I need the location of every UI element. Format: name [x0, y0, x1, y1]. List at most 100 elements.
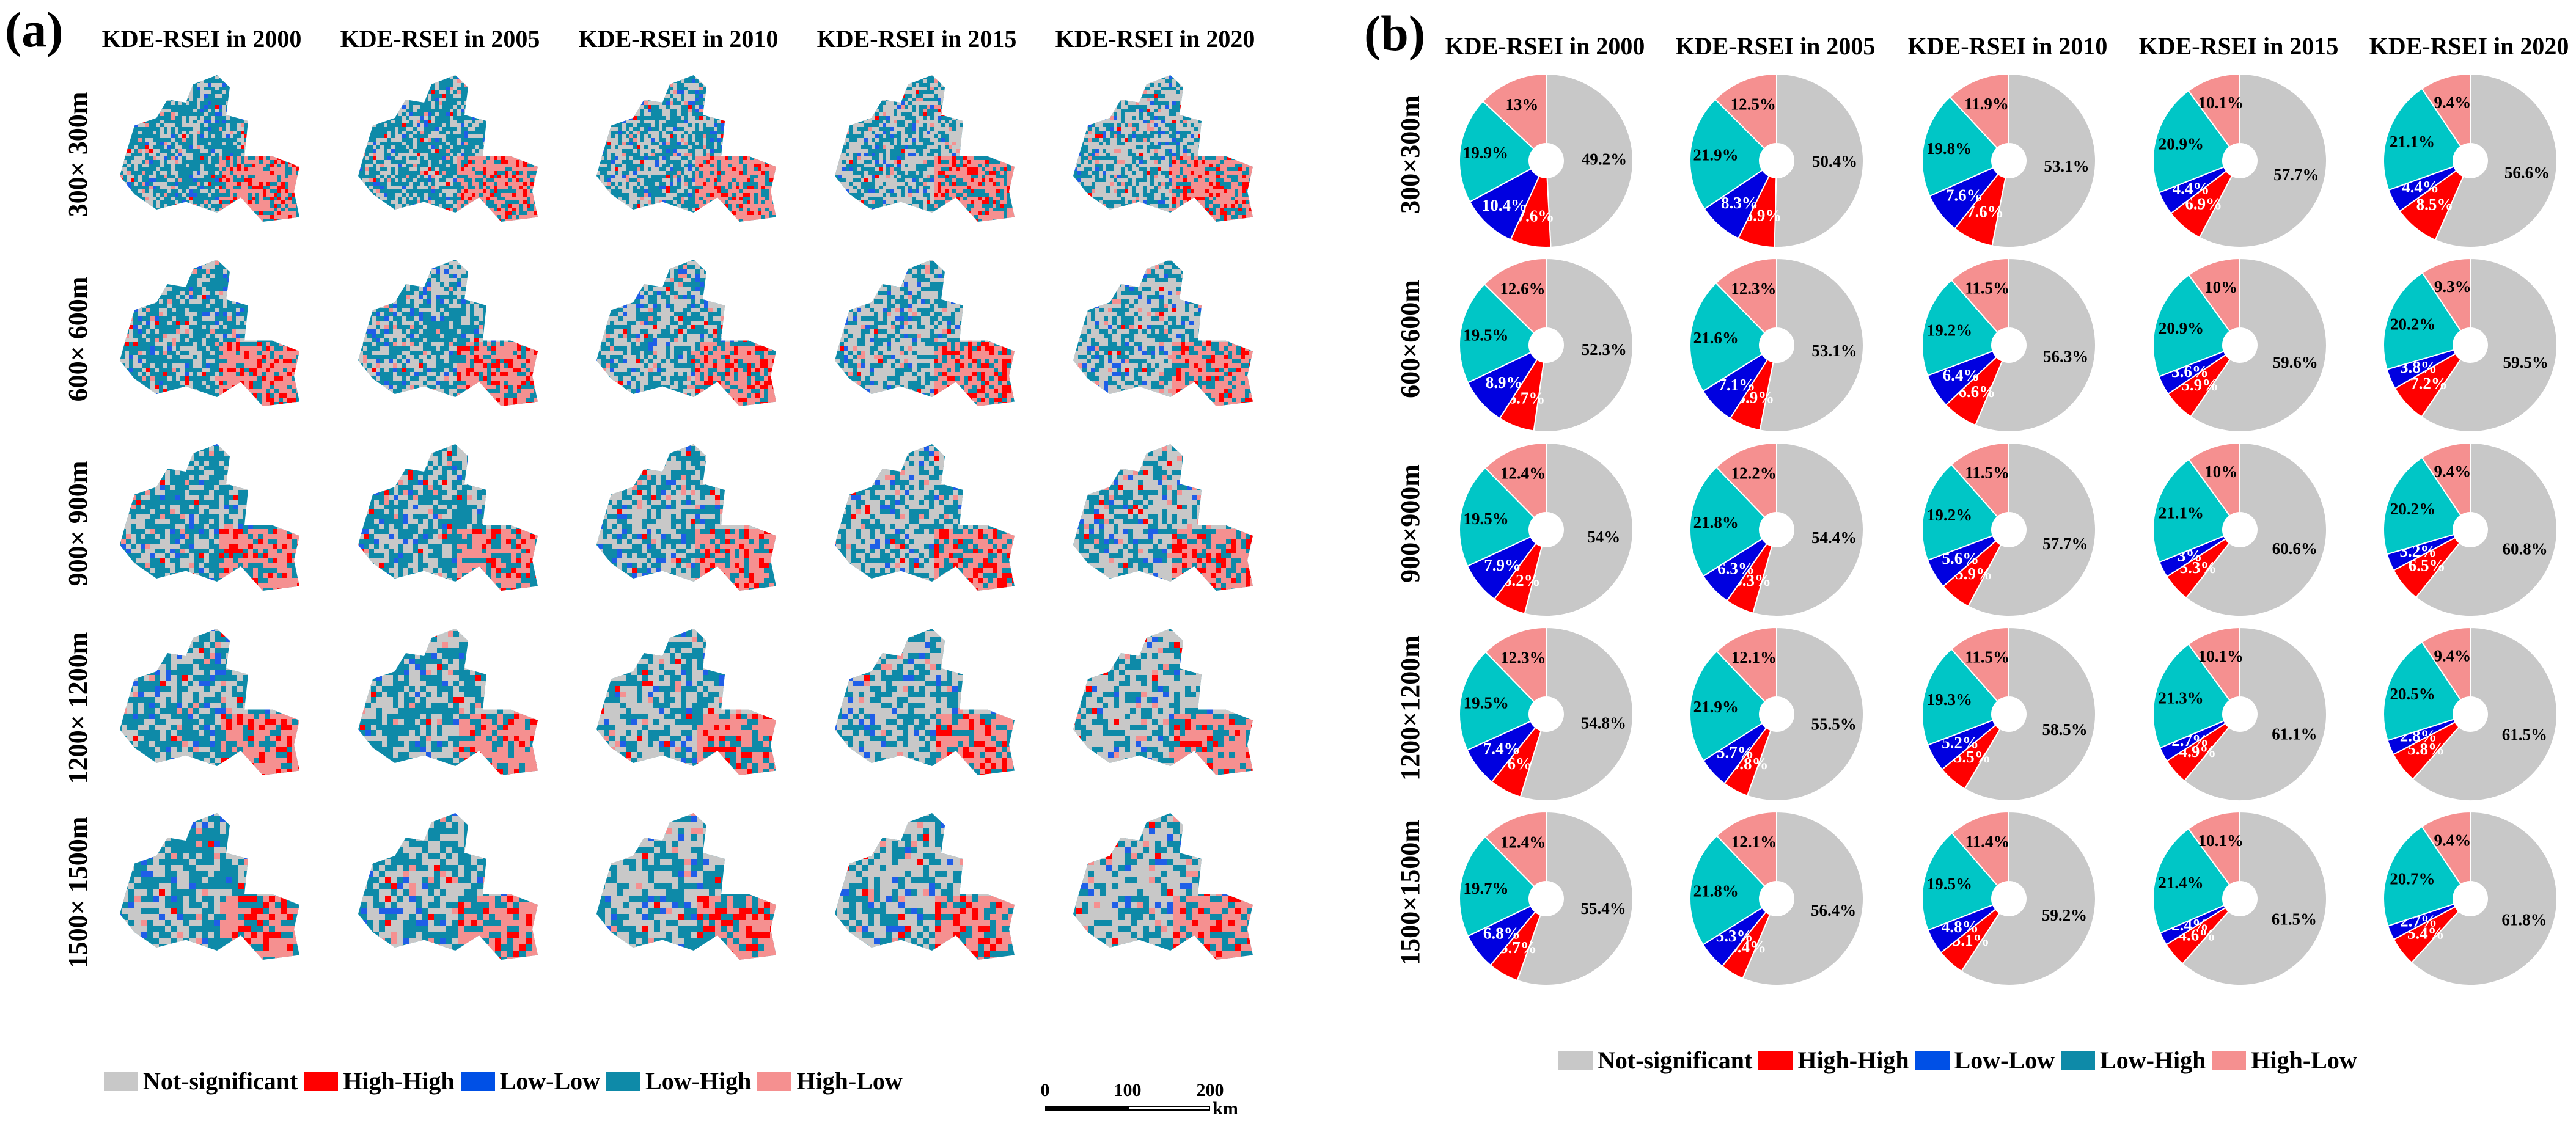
legend-a-label-2: Low-Low: [499, 1067, 601, 1095]
slice-label-high-low: 10.1%: [2198, 93, 2244, 112]
donut-600×600m-2010: 56.3%6.6%6.4%19.2%11.5%: [1921, 257, 2096, 433]
slice-label-not-significant: 61.5%: [2272, 910, 2317, 929]
scale-bar-black: [1045, 1106, 1128, 1111]
slice-label-low-high: 21.8%: [1693, 513, 1739, 531]
slice-label-high-low: 9.3%: [2434, 277, 2471, 296]
slice-label-low-high: 19.3%: [1927, 690, 1972, 709]
donut-300×300m-2005: 50.4%6.9%8.3%21.9%12.5%: [1689, 73, 1864, 248]
slice-label-not-significant: 49.2%: [1582, 150, 1627, 168]
donut-900×900m-2000: 54%6.2%7.9%19.5%12.4%: [1459, 442, 1634, 617]
slice-label-high-low: 12.4%: [1500, 833, 1546, 851]
slice-label-low-high: 20.2%: [2390, 315, 2435, 334]
slice-label-not-significant: 59.6%: [2273, 353, 2318, 371]
legend-a-label-4: High-Low: [796, 1067, 903, 1095]
donut-1200×1200m-2015: 61.1%4.9%2.7%21.3%10.1%: [2152, 626, 2327, 801]
slice-label-low-high: 21.8%: [1693, 882, 1739, 900]
slice-label-low-high: 21.9%: [1693, 145, 1738, 164]
legend-a-label-0: Not-significant: [143, 1067, 298, 1095]
slice-label-high-low: 11.5%: [1965, 463, 2009, 481]
donut-900×900m-2020: 60.8%6.5%3.2%20.2%9.4%: [2383, 442, 2558, 617]
donut-900×900m-2015: 60.6%5.3%3%21.1%10%: [2152, 442, 2327, 617]
donut-1500×1500m-2010: 59.2%5.1%4.8%19.5%11.4%: [1921, 811, 2096, 986]
slice-label-high-low: 12.3%: [1731, 279, 1776, 298]
legend-b-item-4: High-Low: [2212, 1046, 2357, 1075]
slice-label-high-low: 9.4%: [2434, 831, 2471, 849]
slice-label-high-low: 12.6%: [1500, 280, 1545, 298]
slice-label-high-low: 12.3%: [1500, 648, 1546, 666]
slice-label-high-low: 13%: [1505, 95, 1538, 114]
legend-a-label-1: High-High: [343, 1067, 455, 1095]
scale-bar-white: [1128, 1106, 1210, 1111]
slice-label-low-high: 19.7%: [1463, 879, 1508, 897]
scale-unit: km: [1213, 1098, 1238, 1119]
legend-b-item-0: Not-significant: [1558, 1046, 1752, 1075]
slice-label-low-high: 19.5%: [1463, 326, 1508, 344]
scale-bar: 0 100 200 km: [1039, 1081, 1259, 1118]
slice-label-low-high: 21.1%: [2159, 503, 2204, 522]
donut-300×300m-2000: 49.2%7.6%10.4%19.9%13%: [1459, 73, 1634, 248]
slice-label-high-low: 12.4%: [1500, 464, 1546, 482]
slice-label-low-high: 21.9%: [1693, 698, 1739, 716]
slice-label-low-high: 21.1%: [2390, 133, 2435, 151]
legend-a: Not-significant High-High Low-Low Low-High H…: [104, 1067, 909, 1095]
slice-label-high-low: 11.9%: [1964, 95, 2009, 113]
legend-b-swatch-2: [1915, 1050, 1950, 1070]
legend-b-label-3: Low-High: [2100, 1046, 2206, 1074]
donut-600×600m-2005: 53.1%5.9%7.1%21.6%12.3%: [1689, 257, 1864, 433]
donut-1500×1500m-2020: 61.8%5.4%2.7%20.7%9.4%: [2383, 811, 2558, 986]
slice-label-not-significant: 53.1%: [1811, 341, 1857, 360]
slice-label-high-low: 9.4%: [2434, 93, 2471, 111]
legend-a-item-3: Low-High: [606, 1067, 751, 1095]
slice-label-high-low: 10.1%: [2198, 831, 2244, 850]
slice-label-not-significant: 61.1%: [2272, 725, 2317, 743]
slice-label-low-high: 19.5%: [1927, 875, 1972, 893]
slice-label-high-low: 10%: [2204, 462, 2237, 481]
donut-1200×1200m-2010: 58.5%5.5%5.2%19.3%11.5%: [1921, 626, 2096, 801]
slice-label-not-significant: 56.4%: [1811, 901, 1856, 919]
slice-label-low-low: 6.4%: [1943, 366, 1980, 384]
slice-label-not-significant: 60.8%: [2503, 539, 2548, 558]
donut-600×600m-2015: 59.6%5.9%3.6%20.9%10%: [2152, 257, 2327, 433]
slice-label-low-high: 19.8%: [1926, 139, 1972, 158]
slice-label-low-low: 10.4%: [1482, 196, 1527, 214]
slice-label-high-low: 9.4%: [2434, 646, 2471, 665]
legend-b: Not-significant High-High Low-Low Low-High H…: [1558, 1046, 2363, 1075]
slice-label-low-high: 21.4%: [2158, 874, 2203, 892]
legend-b-label-0: Not-significant: [1598, 1046, 1753, 1074]
legend-b-label-2: Low-Low: [1954, 1046, 2055, 1074]
slice-label-high-low: 10%: [2204, 278, 2237, 296]
donut-300×300m-2020: 56.6%8.5%4.4%21.1%9.4%: [2383, 73, 2558, 248]
slice-label-low-high: 20.9%: [2159, 319, 2204, 337]
slice-label-not-significant: 59.2%: [2042, 906, 2087, 924]
legend-a-item-1: High-High: [304, 1067, 455, 1095]
donut-1500×1500m-2000: 55.4%5.7%6.8%19.7%12.4%: [1459, 811, 1634, 986]
donut-600×600m-2000: 52.3%6.7%8.9%19.5%12.6%: [1459, 257, 1634, 433]
slice-label-high-low: 12.5%: [1731, 95, 1776, 114]
slice-label-low-high: 20.9%: [2159, 134, 2204, 153]
legend-b-item-3: Low-High: [2061, 1046, 2206, 1075]
scale-label-200: 200: [1196, 1080, 1224, 1100]
slice-label-high-low: 11.4%: [1965, 832, 2010, 850]
slice-label-low-high: 19.2%: [1927, 321, 1972, 340]
donut-1200×1200m-2000: 54.8%6%7.4%19.5%12.3%: [1459, 626, 1634, 801]
slice-label-low-high: 20.7%: [2390, 870, 2435, 888]
donut-1500×1500m-2015: 61.5%4.6%2.4%21.4%10.1%: [2152, 811, 2327, 986]
slice-label-low-low: 7.9%: [1484, 556, 1521, 574]
donut-1200×1200m-2005: 55.5%4.8%5.7%21.9%12.1%: [1689, 626, 1864, 801]
slice-label-low-high: 19.9%: [1463, 144, 1508, 162]
slice-label-low-high: 19.2%: [1927, 506, 1972, 524]
slice-label-not-significant: 55.5%: [1811, 715, 1856, 733]
slice-label-not-significant: 59.5%: [2503, 353, 2548, 371]
slice-label-not-significant: 60.6%: [2272, 539, 2317, 558]
slice-label-low-high: 21.3%: [2158, 688, 2203, 707]
slice-label-not-significant: 56.3%: [2043, 348, 2088, 366]
donut-900×900m-2010: 57.7%5.9%5.6%19.2%11.5%: [1921, 442, 2096, 617]
slice-label-low-high: 19.5%: [1464, 694, 1509, 712]
legend-a-label-3: Low-High: [645, 1067, 752, 1095]
slice-label-high-low: 11.5%: [1965, 648, 2009, 666]
donut-1200×1200m-2020: 61.5%5.8%2.8%20.5%9.4%: [2383, 626, 2558, 801]
slice-label-high-low: 9.4%: [2434, 462, 2471, 480]
slice-label-low-low: 7.4%: [1483, 739, 1521, 758]
legend-a-swatch-4: [757, 1071, 792, 1091]
